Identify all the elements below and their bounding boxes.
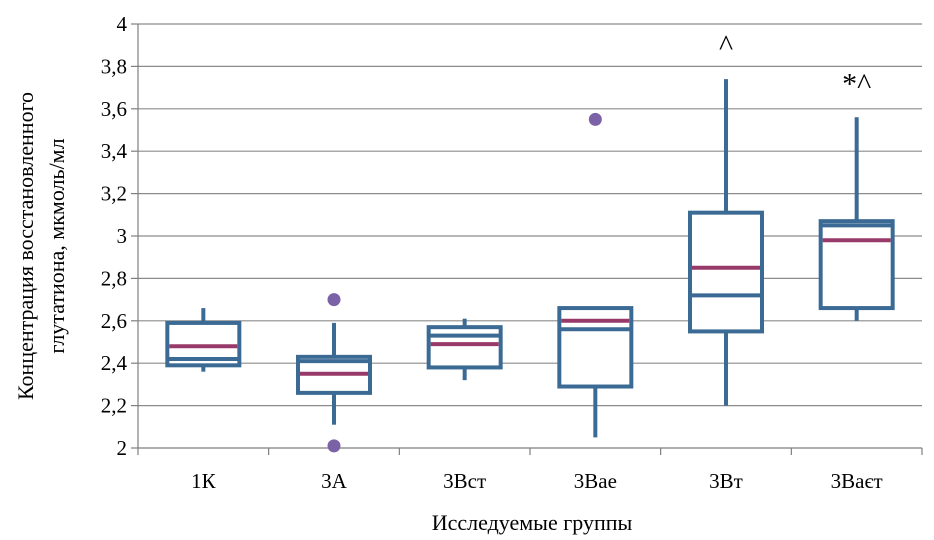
box-group [688,79,764,406]
y-tick-label: 4 [117,12,128,36]
y-tick-labels: 2 2,2 2,4 2,6 2,8 3 3,2 3,4 3,6 3,8 4 [101,12,128,460]
box-iqr [688,210,764,334]
y-tick-label: 2,4 [101,351,128,375]
y-tick-label: 2,2 [101,394,127,418]
x-axis-label: Исследуемые группы [432,510,633,535]
x-tick-label: 3А [321,469,348,493]
significance-marker: *^ [842,67,871,100]
outlier-point [327,293,341,307]
box-group [296,293,372,453]
y-axis-label-line-2: глутатиона, мкмоль/мл [44,138,69,353]
axes [131,23,923,455]
outlier-point [327,439,341,453]
outlier-point [588,112,602,126]
y-tick-label: 2,8 [101,266,127,290]
gridlines [138,23,922,407]
y-tick-label: 3,6 [101,97,127,121]
y-tick-label: 3,8 [101,54,127,78]
x-tick-label: 1К [191,469,217,493]
significance-markers: ^ *^ [719,29,871,100]
box-group [557,112,634,438]
x-tick-label: 3Вст [443,469,486,493]
significance-marker: ^ [719,29,733,62]
x-tick-labels: 1К 3А 3Вст 3Вае 3Вт 3Ваєт [191,469,883,493]
y-tick-label: 2,6 [101,309,127,333]
box-group [426,318,503,381]
x-tick-label: 3Вт [709,469,743,493]
box-iqr [426,325,503,370]
y-axis-label-line-1: Концентрация восстановленного [13,92,38,400]
y-tick-label: 2 [117,436,128,460]
y-tick-label: 3 [117,224,128,248]
boxes [165,79,895,453]
box-group [165,308,242,372]
y-tick-label: 3,2 [101,182,127,206]
box-iqr [818,219,895,311]
y-tick-label: 3,4 [101,139,128,163]
x-tick-label: 3Вае [574,469,617,493]
x-tick-label: 3Ваєт [831,469,883,493]
box-group [818,117,895,321]
